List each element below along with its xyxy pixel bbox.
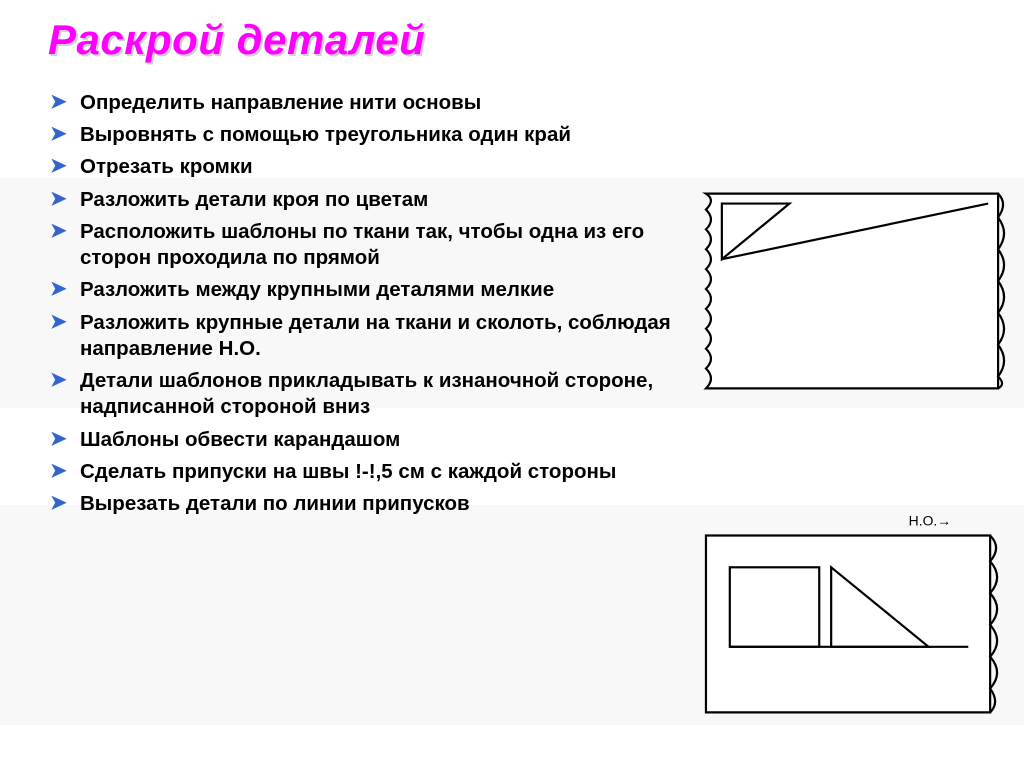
list-text: Сделать припуски на швы !-!,5 см с каждо…: [80, 459, 616, 485]
bullet-icon: ➤: [48, 154, 80, 178]
list-item: ➤ Вырезать детали по линии припусков: [48, 491, 678, 517]
list-item: ➤ Разложить крупные детали на ткани и ск…: [48, 310, 678, 362]
list-text: Выровнять с помощью треугольника один кр…: [80, 122, 571, 148]
list-text: Определить направление нити основы: [80, 90, 481, 116]
bullet-list: ➤ Определить направление нити основы ➤ В…: [48, 90, 678, 523]
fabric-outer: [706, 536, 990, 713]
page-title: Раскрой деталей: [48, 16, 425, 64]
list-text: Вырезать детали по линии припусков: [80, 491, 470, 517]
diagram-fabric-layout: Н.О.→: [700, 505, 1012, 723]
bullet-icon: ➤: [48, 90, 80, 114]
bullet-icon: ➤: [48, 459, 80, 483]
list-item: ➤ Отрезать кромки: [48, 154, 678, 180]
bullet-icon: ➤: [48, 277, 80, 301]
bullet-icon: ➤: [48, 187, 80, 211]
bullet-icon: ➤: [48, 122, 80, 146]
fabric-outline: [706, 194, 998, 389]
bullet-icon: ➤: [48, 368, 80, 392]
list-text: Детали шаблонов прикладывать к изнаночно…: [80, 368, 678, 420]
bullet-icon: ➤: [48, 310, 80, 334]
diagram-fabric-triangle: [700, 188, 1012, 400]
list-item: ➤ Детали шаблонов прикладывать к изнаноч…: [48, 368, 678, 420]
list-text: Разложить детали кроя по цветам: [80, 187, 428, 213]
list-item: ➤ Выровнять с помощью треугольника один …: [48, 122, 678, 148]
list-item: ➤ Разложить между крупными деталями мелк…: [48, 277, 678, 303]
list-item: ➤ Шаблоны обвести карандашом: [48, 427, 678, 453]
bullet-icon: ➤: [48, 427, 80, 451]
list-text: Разложить крупные детали на ткани и скол…: [80, 310, 678, 362]
grain-label: Н.О.→: [909, 513, 952, 529]
fabric-right-wave: [990, 536, 997, 713]
list-text: Шаблоны обвести карандашом: [80, 427, 400, 453]
list-item: ➤ Сделать припуски на швы !-!,5 см с каж…: [48, 459, 678, 485]
list-text: Разложить между крупными деталями мелкие: [80, 277, 554, 303]
list-item: ➤ Разложить детали кроя по цветам: [48, 187, 678, 213]
bullet-icon: ➤: [48, 219, 80, 243]
bullet-icon: ➤: [48, 491, 80, 515]
list-item: ➤ Определить направление нити основы: [48, 90, 678, 116]
list-item: ➤ Расположить шаблоны по ткани так, чтоб…: [48, 219, 678, 271]
list-text: Отрезать кромки: [80, 154, 253, 180]
list-text: Расположить шаблоны по ткани так, чтобы …: [80, 219, 678, 271]
